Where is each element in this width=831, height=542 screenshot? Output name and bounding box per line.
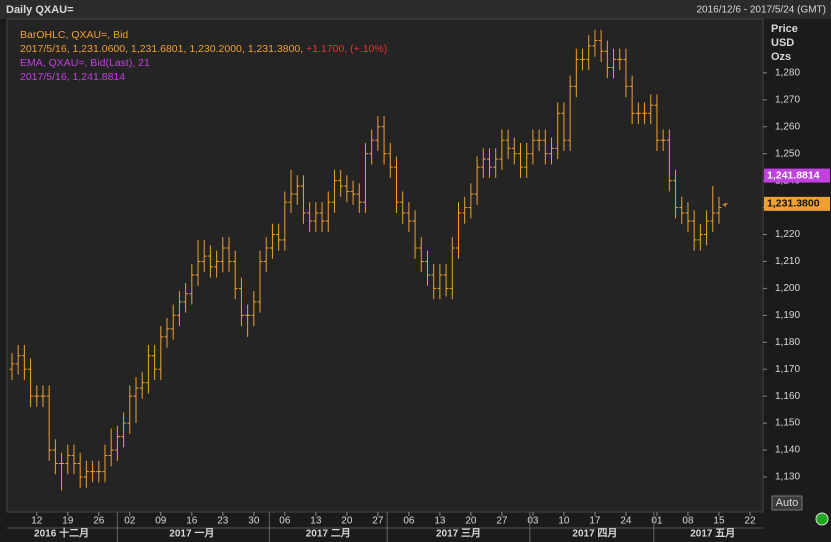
chart-title: Daily QXAU= xyxy=(6,4,74,16)
month-label: 2017 一月 xyxy=(169,528,214,540)
y-axis-label: Ozs xyxy=(771,51,791,63)
y-axis-label: USD xyxy=(771,37,794,49)
x-tick-label: 30 xyxy=(248,516,260,527)
legend-values: 2017/5/16, 1,241.8814 xyxy=(20,71,125,83)
y-tick-label: 1,280 xyxy=(775,68,800,79)
x-tick-label: 01 xyxy=(651,516,663,527)
y-tick-label: 1,250 xyxy=(775,148,800,159)
month-label: 2016 十二月 xyxy=(34,527,89,540)
x-tick-label: 15 xyxy=(713,516,725,527)
y-tick-label: 1,210 xyxy=(775,256,800,267)
month-label: 2017 三月 xyxy=(436,528,481,540)
y-tick-label: 1,140 xyxy=(775,445,800,456)
x-tick-label: 27 xyxy=(372,516,384,527)
x-tick-label: 16 xyxy=(186,516,198,527)
last-price-label: 1,241.8814 xyxy=(767,169,820,181)
y-tick-label: 1,260 xyxy=(775,121,800,132)
y-tick-label: 1,220 xyxy=(775,229,800,240)
x-tick-label: 08 xyxy=(682,516,694,527)
y-axis-label: Price xyxy=(771,23,798,35)
last-price-tag xyxy=(764,196,830,211)
x-tick-label: 26 xyxy=(93,516,105,527)
y-tick-label: 1,270 xyxy=(775,94,800,105)
y-tick-label: 1,190 xyxy=(775,310,800,321)
x-tick-label: 09 xyxy=(155,516,167,527)
x-tick-label: 06 xyxy=(403,516,415,527)
legend-detail: 2017/5/16, 1,241.8814 xyxy=(20,71,125,83)
x-tick-label: 24 xyxy=(620,516,632,527)
x-tick-label: 13 xyxy=(310,516,322,527)
auto-button[interactable] xyxy=(771,495,803,511)
x-tick-label: 03 xyxy=(527,516,539,527)
x-tick-label: 19 xyxy=(62,516,74,527)
x-tick-label: 22 xyxy=(744,516,756,527)
x-tick-label: 27 xyxy=(496,516,508,527)
status-indicator xyxy=(815,512,829,526)
legend-name: EMA, QXAU=, Bid(Last), 21 xyxy=(20,57,150,69)
x-tick-label: 20 xyxy=(341,516,353,527)
legend-detail: 2017/5/16, 1,231.0600, 1,231.6801, 1,230… xyxy=(20,43,387,55)
y-tick-label: 1,170 xyxy=(775,364,800,375)
x-tick-label: 06 xyxy=(279,516,291,527)
plot-area xyxy=(6,18,764,513)
last-price-label: 1,231.3800 xyxy=(767,198,820,210)
month-label: 2017 四月 xyxy=(572,528,617,540)
y-tick-label: 1,150 xyxy=(775,418,800,429)
y-tick-label: 1,130 xyxy=(775,472,800,483)
auto-button-label[interactable]: Auto xyxy=(776,497,799,509)
x-tick-label: 13 xyxy=(434,516,446,527)
x-tick-label: 23 xyxy=(217,516,229,527)
y-tick-label: 1,160 xyxy=(775,391,800,402)
month-label: 2017 二月 xyxy=(306,528,351,540)
x-tick-label: 20 xyxy=(465,516,477,527)
header-bar xyxy=(0,0,831,19)
date-range: 2016/12/6 - 2017/5/24 (GMT) xyxy=(696,5,826,16)
x-tick-label: 02 xyxy=(124,516,136,527)
y-tick-label: 1,200 xyxy=(775,283,800,294)
x-tick-label: 17 xyxy=(589,516,601,527)
last-price-tag xyxy=(764,168,830,183)
y-tick-label: 1,180 xyxy=(775,337,800,348)
x-tick-label: 12 xyxy=(31,516,43,527)
legend-change: +1.1700, (+.10%) xyxy=(306,43,387,55)
legend-values: 2017/5/16, 1,231.0600, 1,231.6801, 1,230… xyxy=(20,43,306,55)
legend-name: BarOHLC, QXAU=, Bid xyxy=(20,29,128,41)
month-label: 2017 五月 xyxy=(690,528,735,540)
x-tick-label: 10 xyxy=(558,516,570,527)
